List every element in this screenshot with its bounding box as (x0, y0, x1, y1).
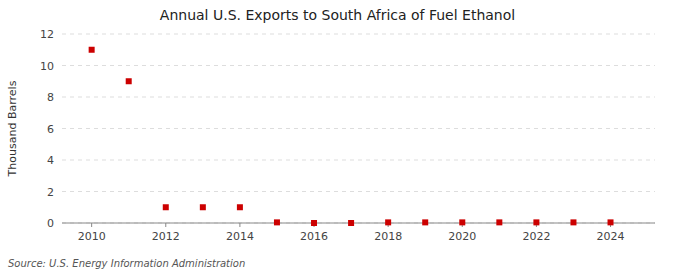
point (608, 219, 614, 225)
chart: Annual U.S. Exports to South Africa of F… (0, 0, 675, 275)
y-tick-label: 0 (47, 217, 54, 230)
point (200, 204, 206, 210)
point (422, 219, 428, 225)
y-grid (62, 34, 655, 223)
x-tick (239, 223, 240, 227)
point (274, 219, 280, 225)
y-axis-label: Thousand Barrels (6, 80, 19, 177)
x-tick-label: 2024 (597, 230, 625, 243)
x-tick (91, 223, 92, 227)
x-tick-label: 2016 (300, 230, 328, 243)
y-tick-label: 12 (40, 28, 54, 41)
point (533, 219, 539, 225)
grid-line (62, 97, 655, 98)
title: Annual U.S. Exports to South Africa of F… (160, 7, 515, 23)
grid-line (62, 160, 655, 161)
point (570, 219, 576, 225)
y-tick-label: 2 (47, 186, 54, 199)
y-tick-labels: 0 2 4 6 8 10 12 (40, 28, 54, 230)
point (126, 78, 132, 84)
y-tick-label: 6 (47, 123, 54, 136)
point (311, 220, 317, 226)
x-tick-label: 2014 (226, 230, 254, 243)
grid-line (62, 223, 655, 224)
grid-line (62, 191, 655, 192)
point (348, 220, 354, 226)
x-axis-line (62, 223, 655, 224)
point (163, 204, 169, 210)
y-tick-label: 4 (47, 154, 54, 167)
x-tick (165, 223, 166, 227)
x-tick-label: 2022 (522, 230, 550, 243)
grid-line (62, 128, 655, 129)
x-tick-label: 2018 (374, 230, 402, 243)
point (385, 219, 391, 225)
chart-container: Annual U.S. Exports to South Africa of F… (0, 0, 675, 275)
grid-line (62, 34, 655, 35)
grid-line (62, 65, 655, 66)
point (459, 219, 465, 225)
page: {"chart_data": {"type": "scatter", "titl… (0, 0, 675, 275)
point (496, 219, 502, 225)
x-tick-label: 2020 (448, 230, 476, 243)
x-tick-label: 2010 (78, 230, 106, 243)
point (89, 47, 95, 53)
y-tick-label: 8 (47, 91, 54, 104)
y-tick-label: 10 (40, 60, 54, 73)
point (237, 204, 243, 210)
source-note: Source: U.S. Energy Information Administ… (8, 258, 245, 269)
points (89, 47, 614, 226)
x-tick-label: 2012 (152, 230, 180, 243)
